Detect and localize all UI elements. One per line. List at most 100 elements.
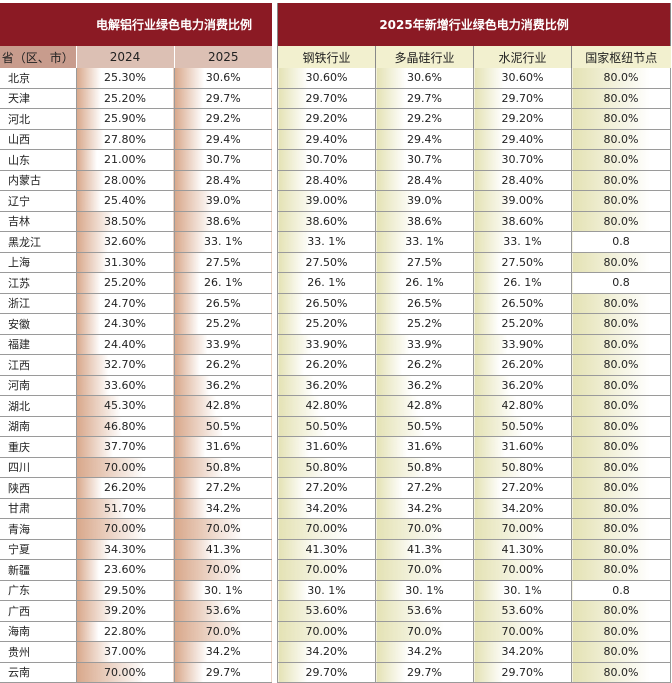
table-row: 贵州 37.00% 34.2% [0, 641, 273, 663]
table-row: 江西 32.70% 26.2% [0, 354, 273, 376]
steel-value-cell: 41.30% [277, 539, 376, 560]
steel-value-cell: 39.00% [277, 190, 376, 212]
hub-value-cell: 80.0% [570, 621, 672, 642]
hub-value-cell: 80.0% [570, 416, 672, 437]
value-2025-cell: 50.8% [173, 457, 273, 478]
polysilicon-value-cell: 29.7% [375, 662, 474, 683]
steel-value-cell: 30. 1% [277, 580, 376, 601]
value-2024-cell: 45.30% [75, 395, 174, 417]
value-2025-cell: 42.8% [173, 395, 273, 417]
table-row: 江苏 25.20% 26. 1% [0, 272, 273, 294]
table-row: 福建 24.40% 33.9% [0, 334, 273, 355]
value-2025-cell: 29.7% [173, 662, 273, 683]
province-cell: 北京 [0, 68, 76, 89]
table-row: 29.70% 29.7% 29.70% 80.0% [277, 662, 672, 683]
value-2024-cell: 25.20% [75, 272, 174, 294]
value-2024-cell: 25.30% [75, 68, 174, 89]
polysilicon-value-cell: 33.9% [375, 334, 474, 355]
value-2024-cell: 39.20% [75, 600, 174, 622]
table-row: 30.70% 30.7% 30.70% 80.0% [277, 149, 672, 171]
polysilicon-value-cell: 31.6% [375, 436, 474, 458]
table-row: 新疆 23.60% 70.0% [0, 559, 273, 581]
table-row: 41.30% 41.3% 41.30% 80.0% [277, 539, 672, 560]
polysilicon-value-cell: 38.6% [375, 211, 474, 232]
table-row: 黑龙江 32.60% 33. 1% [0, 231, 273, 253]
cement-value-cell: 34.20% [473, 498, 572, 519]
province-cell: 宁夏 [0, 539, 76, 560]
value-2025-cell: 27.2% [173, 477, 273, 499]
steel-value-cell: 29.70% [277, 662, 376, 683]
province-cell: 安徽 [0, 313, 76, 335]
polysilicon-value-cell: 50.5% [375, 416, 474, 437]
province-cell: 辽宁 [0, 190, 76, 212]
steel-value-cell: 27.20% [277, 477, 376, 499]
hub-value-cell: 80.0% [570, 68, 672, 89]
table-row: 上海 31.30% 27.5% [0, 252, 273, 273]
table-row: 山东 21.00% 30.7% [0, 149, 273, 171]
value-2025-cell: 31.6% [173, 436, 273, 458]
steel-value-cell: 28.40% [277, 170, 376, 191]
value-2024-cell: 32.70% [75, 354, 174, 376]
steel-value-cell: 53.60% [277, 600, 376, 622]
steel-value-cell: 33. 1% [277, 231, 376, 253]
cement-value-cell: 36.20% [473, 375, 572, 396]
hub-value-cell: 80.0% [570, 518, 672, 540]
polysilicon-value-cell: 29.7% [375, 88, 474, 109]
value-2025-cell: 25.2% [173, 313, 273, 335]
table-row: 广东 29.50% 30. 1% [0, 580, 273, 601]
province-cell: 四川 [0, 457, 76, 478]
cement-value-cell: 38.60% [473, 211, 572, 232]
steel-value-cell: 33.90% [277, 334, 376, 355]
table-row: 30. 1% 30. 1% 30. 1% 0.8 [277, 580, 672, 601]
value-2024-cell: 37.00% [75, 641, 174, 663]
aluminum-green-power-table: 电解铝行业绿色电力消费比例 省（区、市） 2024 2025 北京 25.30% 3… [0, 3, 273, 683]
cement-value-cell: 29.20% [473, 108, 572, 130]
steel-value-cell: 29.40% [277, 129, 376, 150]
province-cell: 浙江 [0, 293, 76, 314]
value-2024-cell: 51.70% [75, 498, 174, 519]
table-row: 浙江 24.70% 26.5% [0, 293, 273, 314]
value-2025-cell: 33.9% [173, 334, 273, 355]
value-2024-cell: 25.90% [75, 108, 174, 130]
table-row: 湖北 45.30% 42.8% [0, 395, 273, 417]
province-cell: 吉林 [0, 211, 76, 232]
hub-value-cell: 80.0% [570, 334, 672, 355]
value-2025-cell: 53.6% [173, 600, 273, 622]
table-row: 26.50% 26.5% 26.50% 80.0% [277, 293, 672, 314]
value-2024-cell: 21.00% [75, 149, 174, 171]
cement-value-cell: 39.00% [473, 190, 572, 212]
hub-value-cell: 80.0% [570, 600, 672, 622]
steel-value-cell: 26. 1% [277, 272, 376, 294]
steel-value-cell: 26.50% [277, 293, 376, 314]
cement-value-cell: 26.20% [473, 354, 572, 376]
polysilicon-value-cell: 41.3% [375, 539, 474, 560]
value-2024-cell: 37.70% [75, 436, 174, 458]
province-cell: 湖北 [0, 395, 76, 417]
province-cell: 海南 [0, 621, 76, 642]
table-row: 33. 1% 33. 1% 33. 1% 0.8 [277, 231, 672, 253]
hub-value-cell: 0.8 [570, 580, 672, 601]
steel-value-cell: 50.50% [277, 416, 376, 437]
value-2024-cell: 70.00% [75, 662, 174, 683]
value-2024-cell: 34.30% [75, 539, 174, 560]
table-row: 河北 25.90% 29.2% [0, 108, 273, 130]
table-row: 50.50% 50.5% 50.50% 80.0% [277, 416, 672, 437]
table-row: 30.60% 30.6% 30.60% 80.0% [277, 68, 672, 89]
table-row: 天津 25.20% 29.7% [0, 88, 273, 109]
hub-value-cell: 80.0% [570, 313, 672, 335]
cement-value-cell: 27.20% [473, 477, 572, 499]
hub-value-cell: 80.0% [570, 129, 672, 150]
table-row: 山西 27.80% 29.4% [0, 129, 273, 150]
polysilicon-value-cell: 26.5% [375, 293, 474, 314]
polysilicon-value-cell: 70.0% [375, 518, 474, 540]
province-column-header: 省（区、市） [0, 46, 76, 68]
hub-value-cell: 80.0% [570, 436, 672, 458]
province-cell: 甘肃 [0, 498, 76, 519]
hub-value-cell: 80.0% [570, 395, 672, 417]
table-row: 26.20% 26.2% 26.20% 80.0% [277, 354, 672, 376]
value-2024-cell: 24.70% [75, 293, 174, 314]
table-row: 29.70% 29.7% 29.70% 80.0% [277, 88, 672, 109]
province-cell: 内蒙古 [0, 170, 76, 191]
table-row: 25.20% 25.2% 25.20% 80.0% [277, 313, 672, 335]
cement-value-cell: 41.30% [473, 539, 572, 560]
